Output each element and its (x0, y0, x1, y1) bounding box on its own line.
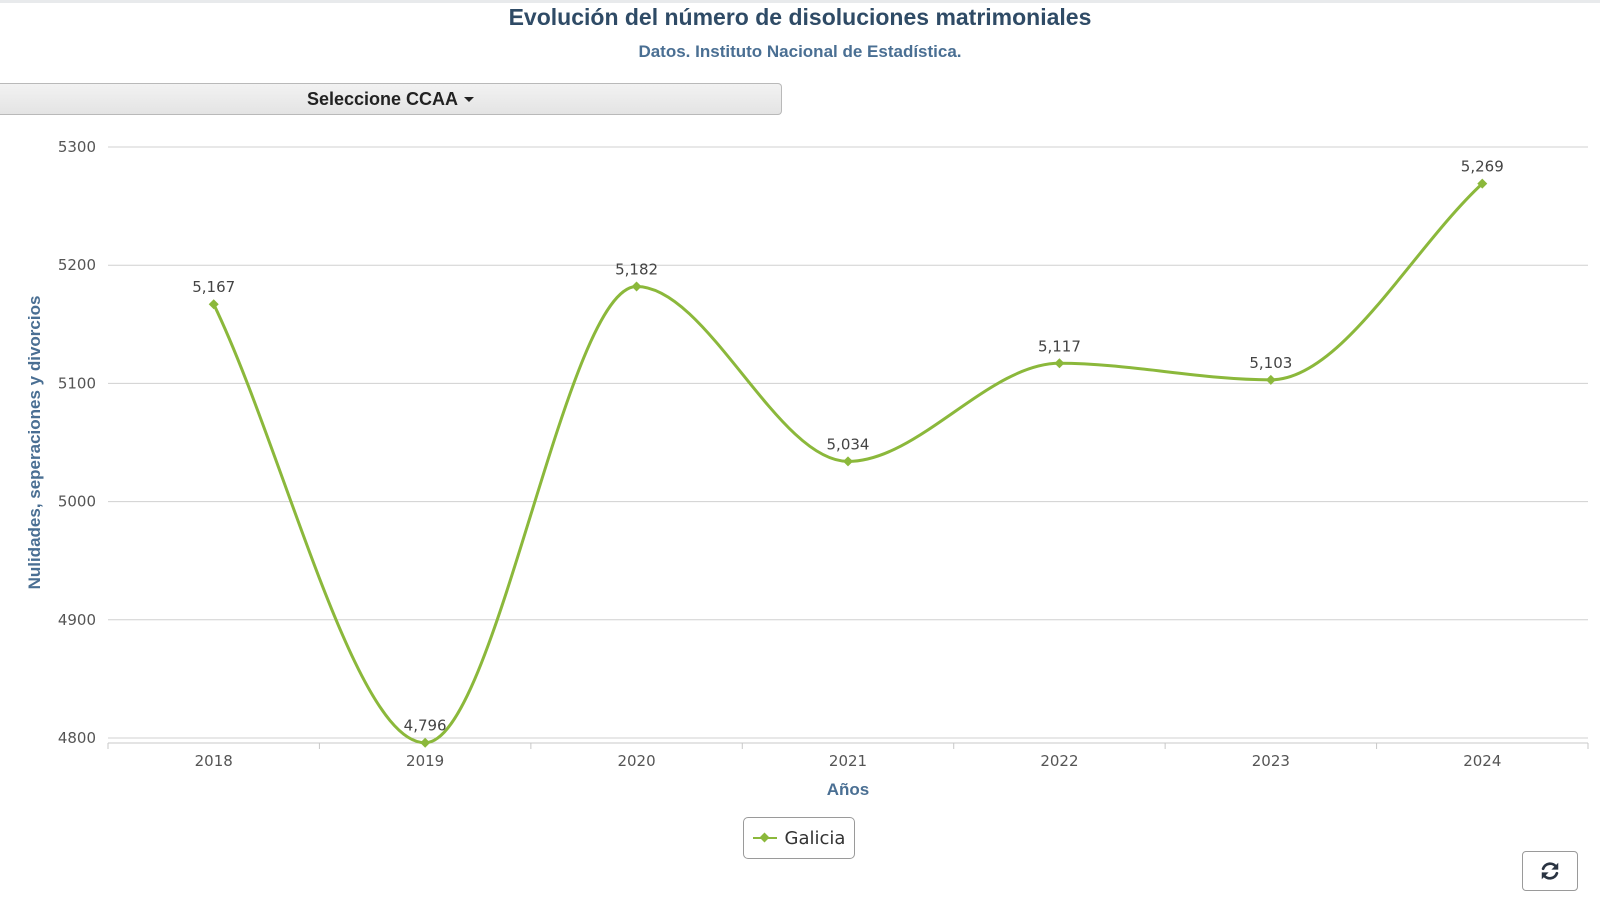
y-tick-label: 4900 (58, 611, 96, 629)
legend-label: Galicia (784, 827, 846, 849)
y-axis-title: Nulidades, seperaciones y divorcios (25, 296, 44, 590)
data-point (420, 737, 431, 748)
x-tick-label: 2021 (829, 752, 867, 770)
y-tick-label: 5100 (58, 374, 96, 392)
ccaa-select-label: Seleccione CCAA (306, 88, 459, 109)
x-tick-label: 2018 (195, 752, 233, 770)
x-tick-label: 2020 (617, 752, 655, 770)
x-axis-title: Años (827, 780, 870, 799)
legend-item-galicia[interactable]: Galicia (743, 817, 855, 859)
data-label: 5,182 (615, 260, 658, 278)
data-point (1477, 178, 1488, 189)
ccaa-select-button[interactable]: Seleccione CCAA (0, 83, 782, 115)
data-label: 5,117 (1038, 337, 1081, 355)
refresh-icon (1541, 862, 1559, 880)
series-line (212, 182, 1484, 745)
data-label: 4,796 (404, 717, 447, 735)
x-tick-label: 2024 (1463, 752, 1501, 770)
y-tick-label: 4800 (58, 729, 96, 747)
refresh-button[interactable] (1522, 851, 1578, 891)
data-point (843, 456, 853, 467)
x-tick-label: 2019 (406, 752, 444, 770)
data-point (1265, 374, 1276, 385)
y-tick-label: 5300 (58, 138, 96, 156)
line-chart: 4800 4900 5000 5100 5200 5300 2018 2019 2020 2021… (25, 138, 1589, 799)
x-tick-label: 2022 (1040, 752, 1078, 770)
x-tick-label: 2023 (1252, 752, 1290, 770)
y-tick-label: 5000 (58, 493, 96, 511)
data-label: 5,034 (827, 435, 870, 453)
data-label: 5,269 (1461, 158, 1504, 176)
caret-down-icon (464, 96, 475, 102)
data-label: 5,103 (1249, 354, 1292, 372)
data-point (1054, 358, 1065, 369)
y-tick-label: 5200 (58, 256, 96, 274)
top-divider (0, 0, 1600, 3)
legend-marker-icon (752, 832, 777, 844)
data-point (631, 281, 642, 292)
chart-title: Evolución del número de disoluciones mat… (508, 4, 1092, 30)
chart-subtitle: Datos. Instituto Nacional de Estadística… (638, 42, 962, 61)
data-point (208, 299, 219, 310)
data-label: 5,167 (192, 278, 235, 296)
